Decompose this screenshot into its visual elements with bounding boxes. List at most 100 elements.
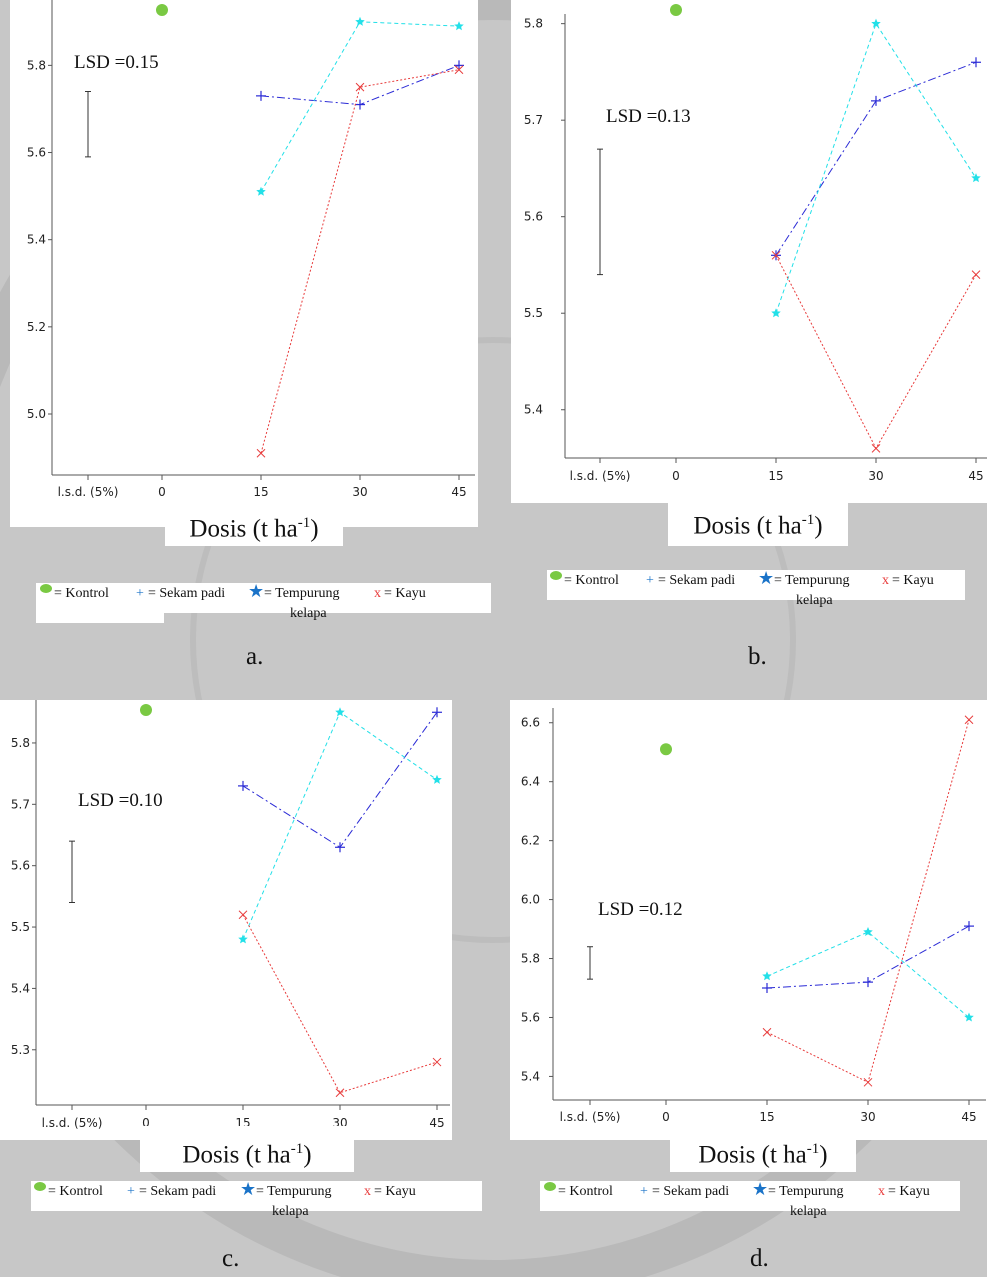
legend-kayu-symbol: x (364, 1184, 371, 1199)
legend-kontrol-dot (550, 571, 562, 580)
legend-star-icon: ★ (752, 1179, 769, 1199)
point-sekam (355, 99, 365, 110)
x-tick-label: 0 (158, 485, 166, 499)
point-sekam (762, 983, 772, 993)
point-kayu (771, 250, 781, 260)
point-sekam (238, 780, 248, 791)
kontrol-point (156, 4, 168, 16)
legend-sekam-symbol: + (136, 586, 144, 601)
y-tick-label: 5.6 (524, 210, 543, 224)
y-tick-label: 5.8 (11, 736, 30, 750)
legend-kayu-label: = Kayu (374, 1184, 416, 1199)
chart-panel-a: 5.0 5.2 5.4 5.6 5.8 l.s.d. (5%) 0 15 30 45 LSD =0.… (10, 0, 478, 527)
legend-tempurung-label-2: kelapa (290, 606, 327, 621)
point-tempurung (335, 707, 345, 717)
legend-c (31, 1181, 482, 1211)
point-tempurung (432, 774, 442, 784)
x-tick-label: l.s.d. (5%) (58, 485, 119, 499)
x-tick-label: 45 (429, 1116, 444, 1130)
legend-kayu-label: = Kayu (892, 573, 934, 588)
legend-tempurung-label: = Tempurung (264, 586, 340, 601)
chart-c: 5.35.45.55.65.75.8l.s.d. (5%) 0 15 30 45LSD … (0, 700, 452, 1140)
point-kayu (256, 448, 266, 458)
series-kayu (256, 65, 464, 458)
legend-a (36, 583, 164, 623)
x-tick-label: 0 (662, 1110, 670, 1124)
point-sekam (454, 60, 464, 71)
legend-star-icon: ★ (758, 568, 775, 588)
y-tick-label: 5.4 (521, 1069, 540, 1083)
point-kayu (964, 715, 974, 725)
chart-panel-b: 5.4 5.5 5.6 5.7 5.8 l.s.d. (5%) 0 15 30 45 LSD =0.… (511, 0, 987, 503)
x-tick-label: 15 (759, 1110, 774, 1124)
legend-kontrol-label: = Kontrol (564, 573, 619, 588)
legend-sekam-symbol: + (646, 573, 654, 588)
y-tick-label: 5.0 (27, 407, 46, 421)
y-tick-label: 5.6 (27, 146, 46, 160)
point-sekam (964, 921, 974, 932)
legend-d (540, 1181, 960, 1211)
series-sekam (771, 57, 981, 261)
series-tempurung (238, 707, 442, 944)
x-tick-label: 45 (451, 485, 466, 499)
legend-star-icon: ★ (240, 1179, 257, 1199)
legend-kontrol-label: = Kontrol (558, 1184, 613, 1199)
legend-a-bg2 (164, 583, 491, 613)
legend-kayu-label: = Kayu (888, 1184, 930, 1199)
y-tick-label: 6.6 (521, 716, 540, 730)
legend-b (547, 570, 965, 600)
caption-c: c. (222, 1245, 240, 1272)
point-sekam (971, 57, 981, 68)
series-line-tempurung (766, 931, 970, 1018)
legend-kayu-symbol: x (882, 573, 889, 588)
caption-b: b. (748, 643, 767, 670)
legend-sekam-label: = Sekam padi (139, 1184, 217, 1199)
legend-tempurung-label-2: kelapa (272, 1204, 309, 1219)
plot-background (0, 700, 452, 1140)
series-line-tempurung (775, 22, 977, 314)
point-tempurung (762, 971, 772, 981)
x-tick-label: 30 (860, 1110, 875, 1124)
point-kayu (432, 1057, 442, 1067)
y-tick-label: 5.8 (524, 17, 543, 31)
y-tick-label: 5.4 (27, 233, 46, 247)
legend-kayu-symbol: x (374, 586, 381, 601)
point-sekam (863, 977, 873, 988)
x-axis-title-c: Dosis (t ha-1) (140, 1126, 354, 1172)
y-tick-label: 6.0 (521, 893, 540, 907)
legend-tempurung-label-2: kelapa (796, 593, 833, 608)
y-tick-label: 5.3 (11, 1043, 30, 1057)
x-tick-label: 30 (352, 485, 367, 499)
legend-tempurung-label: = Tempurung (774, 573, 850, 588)
chart-panel-d: 5.4 5.6 5.8 6.0 6.2 6.4 6.6 l.s.d. (5%) 0 15 30 45 L… (510, 700, 987, 1140)
y-tick-label: 5.5 (11, 920, 30, 934)
x-axis-title-b: Dosis (t ha-1) (668, 500, 848, 546)
point-sekam (432, 707, 442, 718)
legend-sekam-label: = Sekam padi (652, 1184, 730, 1199)
series-tempurung (256, 16, 464, 196)
point-kayu (971, 270, 981, 279)
x-tick-label: 15 (253, 485, 268, 499)
x-axis-title-a: Dosis (t ha-1) (165, 500, 343, 546)
legend-kayu-symbol: x (878, 1184, 885, 1199)
series-sekam (256, 60, 464, 110)
y-tick-label: 6.4 (521, 775, 540, 789)
point-kayu (335, 1088, 345, 1098)
x-tick-label: 0 (672, 469, 680, 483)
legend-sekam-label: = Sekam padi (148, 586, 226, 601)
lsd-label: LSD =0.15 (74, 52, 159, 73)
point-tempurung (971, 173, 981, 183)
legend-sekam-label: = Sekam padi (658, 573, 736, 588)
point-tempurung (355, 16, 365, 26)
point-tempurung (863, 927, 873, 937)
series-kayu (238, 910, 442, 1098)
series-sekam (762, 921, 974, 993)
x-tick-label: 0 (142, 1116, 150, 1130)
y-tick-label: 6.2 (521, 834, 540, 848)
chart-panel-c: 5.3 5.4 5.5 5.6 5.7 5.8 l.s.d. (5%) 0 15 30 45 LSD … (0, 700, 452, 1140)
legend-kayu-label: = Kayu (384, 586, 426, 601)
legend-sekam-symbol: + (127, 1184, 135, 1199)
lsd-label: LSD =0.13 (606, 106, 691, 127)
point-tempurung (964, 1012, 974, 1022)
